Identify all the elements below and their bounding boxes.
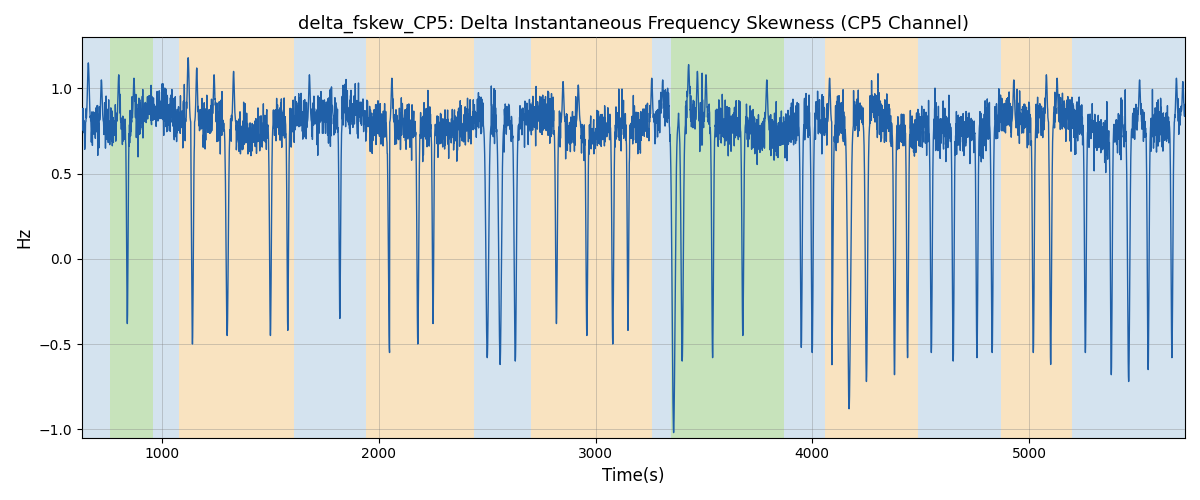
Bar [1073,38,1184,438]
Bar [110,38,154,438]
Bar [82,38,110,438]
X-axis label: Time(s): Time(s) [602,467,665,485]
Bar [671,38,784,438]
Y-axis label: Hz: Hz [14,227,32,248]
Title: delta_fskew_CP5: Delta Instantaneous Frequency Skewness (CP5 Channel): delta_fskew_CP5: Delta Instantaneous Fre… [298,15,968,34]
Bar [652,38,671,438]
Bar [784,38,826,438]
Bar [366,38,474,438]
Bar [530,38,652,438]
Bar [1001,38,1073,438]
Bar [918,38,1001,438]
Bar [474,38,530,438]
Bar [154,38,180,438]
Bar [826,38,918,438]
Bar [180,38,294,438]
Bar [294,38,366,438]
